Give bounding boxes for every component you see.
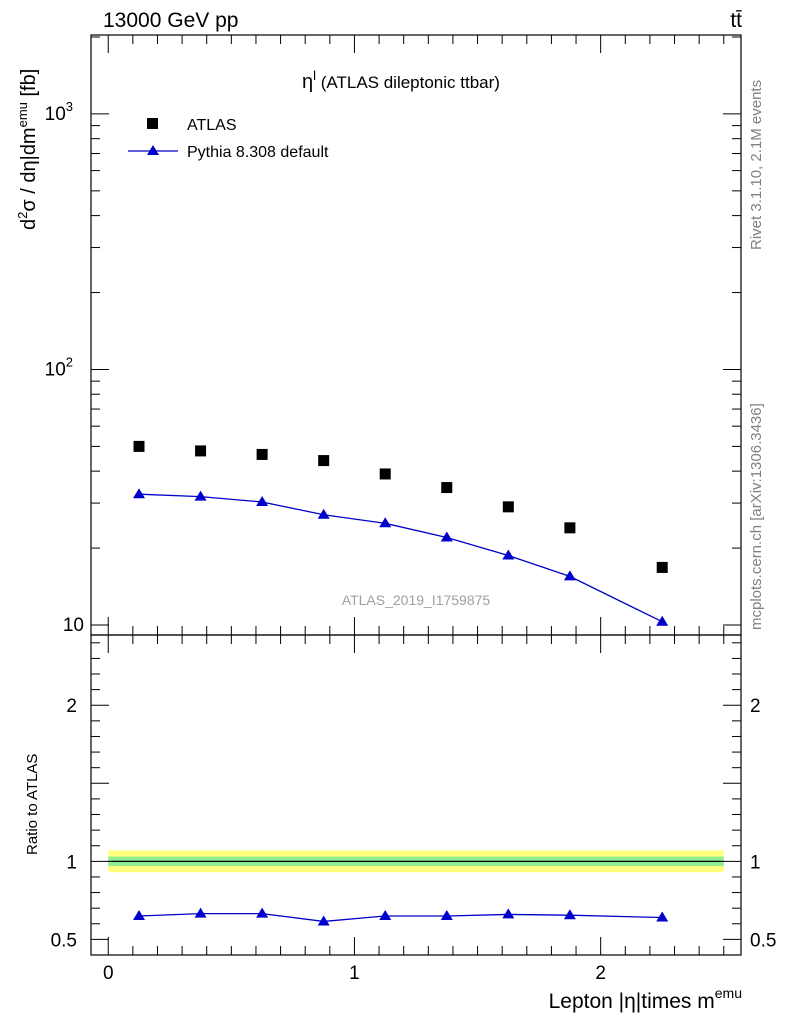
ratio-panel: 0.5 0.5 1 1 2 2 0 1 2 Ratio to ATLAS <box>24 634 776 984</box>
ratio-point <box>440 909 453 920</box>
ratio-y-tick-label: 0.5 <box>51 930 77 951</box>
main-y-tick-label: 103 <box>45 99 73 125</box>
main-y-label: d2σ / dη|dmemu [fb] <box>15 69 40 230</box>
ratio-y-tick-label: 1 <box>66 852 77 873</box>
ratio-point <box>133 909 146 920</box>
pythia-point <box>563 570 576 581</box>
ratio-point <box>502 908 515 919</box>
watermark: ATLAS_2019_I1759875 <box>342 592 491 608</box>
atlas-point <box>256 448 268 460</box>
atlas-point <box>133 440 145 452</box>
pythia-point <box>502 549 515 560</box>
legend: ATLAS Pythia 8.308 default <box>128 117 329 161</box>
header-left: 13000 GeV pp <box>103 9 238 32</box>
pythia-point <box>256 495 269 506</box>
pythia-point <box>440 531 453 542</box>
atlas-point <box>564 522 576 534</box>
header-right: tt̄ <box>730 9 742 32</box>
ratio-point <box>317 915 330 926</box>
legend-pythia-label: Pythia 8.308 default <box>187 144 329 161</box>
main-y-tick-label: 102 <box>45 354 73 380</box>
legend-pythia-marker <box>147 145 159 155</box>
ratio-point <box>194 907 207 918</box>
atlas-point <box>318 455 330 467</box>
atlas-point <box>195 445 207 457</box>
ratio-y-axis: 0.5 0.5 1 1 2 2 <box>51 642 776 956</box>
main-title: ηl (ATLAS dileptonic ttbar) <box>302 68 500 93</box>
pythia-point <box>133 488 146 499</box>
main-y-tick-label: 10 <box>63 615 84 636</box>
ratio-series <box>133 907 669 926</box>
x-tick-label: 1 <box>349 963 360 984</box>
title-eta: η <box>302 71 313 93</box>
ratio-y-tick-label-right: 2 <box>750 696 761 717</box>
legend-atlas-marker <box>147 118 158 129</box>
rivet-label: Rivet 3.1.10, 2.1M events <box>748 80 765 250</box>
ratio-y-tick-label-right: 0.5 <box>750 930 776 951</box>
ratio-y-label: Ratio to ATLAS <box>24 754 41 855</box>
ylabel-sq: 2 <box>15 212 30 219</box>
main-x-ticks <box>107 35 725 635</box>
atlas-point <box>379 468 391 480</box>
ratio-plot-frame <box>90 634 742 956</box>
pythia-point <box>656 615 669 626</box>
atlas-point <box>441 482 453 494</box>
ratio-point <box>256 907 269 918</box>
main-panel: 10 102 103 ηl (ATLAS dileptonic ttbar) ATL… <box>15 34 742 636</box>
ratio-y-tick-label-right: 1 <box>750 852 761 873</box>
ratio-x-axis: 0 1 2 <box>103 635 725 984</box>
atlas-point <box>502 501 514 513</box>
ylabel-d: d <box>18 219 40 230</box>
xlabel-emu: emu <box>715 985 742 1001</box>
legend-atlas-label: ATLAS <box>187 117 237 134</box>
title-eta-superscript: l <box>313 68 316 83</box>
ratio-y-tick-label: 2 <box>66 696 77 717</box>
x-tick-label: 2 <box>595 963 606 984</box>
ratio-point <box>379 909 392 920</box>
main-series <box>133 440 669 626</box>
ratio-point <box>563 909 576 920</box>
ratio-point <box>656 911 669 922</box>
main-y-axis: 10 102 103 <box>45 36 741 636</box>
atlas-point <box>656 561 668 573</box>
pythia-point <box>379 517 392 528</box>
ratio-line <box>138 912 663 923</box>
ylabel-mid: σ / dη|dm <box>18 127 40 211</box>
ylabel-unit: [fb] <box>18 69 40 102</box>
x-axis-label: Lepton |η|times memu <box>549 985 742 1013</box>
pythia-point <box>194 490 207 501</box>
mcplots-label: mcplots.cern.ch [arXiv:1306.3436] <box>748 403 765 630</box>
xlabel-main: Lepton |η|times m <box>549 990 715 1013</box>
x-tick-label: 0 <box>103 963 114 984</box>
pythia-point <box>317 508 330 519</box>
ylabel-emu: emu <box>15 102 30 127</box>
title-text: (ATLAS dileptonic ttbar) <box>316 73 500 92</box>
